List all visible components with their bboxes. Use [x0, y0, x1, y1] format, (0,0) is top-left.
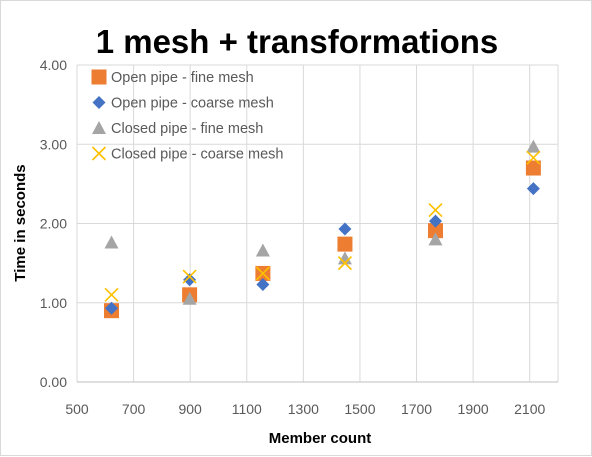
- series-2: [105, 182, 540, 315]
- data-point: [525, 160, 541, 176]
- legend-item: Closed pipe - coarse mesh: [91, 146, 283, 163]
- legend-label: Open pipe - coarse mesh: [111, 96, 274, 112]
- data-point: [526, 150, 541, 165]
- y-tick-label: 4.00: [40, 57, 67, 73]
- x-tick-label: 1900: [458, 401, 489, 417]
- data-point: [427, 223, 443, 239]
- data-point: [526, 182, 540, 196]
- series-1: [104, 160, 541, 319]
- series-4: [104, 150, 541, 302]
- y-tick-label: 3.00: [40, 136, 67, 152]
- data-point: [183, 273, 197, 287]
- tick-labels: 0.00 1.00 2.00 3.00 4.00 500 700 900 1100 1300 150…: [40, 57, 546, 417]
- x-marker-stroke: [337, 256, 353, 271]
- x-tick-label: 900: [178, 401, 202, 417]
- x-tick-label: 2100: [514, 401, 545, 417]
- data-point: [182, 269, 197, 284]
- data-point: [338, 222, 352, 236]
- data-point: [182, 291, 197, 305]
- legend-item: Closed pipe - fine mesh: [92, 121, 263, 137]
- legend-marker: [91, 146, 107, 161]
- x-marker-stroke: [182, 269, 197, 284]
- y-tick-label: 0.00: [40, 374, 67, 390]
- x-tick-label: 700: [122, 401, 146, 417]
- x-marker-stroke: [255, 266, 270, 281]
- x-tick-label: 1300: [288, 401, 319, 417]
- data-point: [337, 251, 352, 265]
- data-point: [337, 236, 353, 252]
- legend-marker: [92, 96, 106, 109]
- x-marker-stroke: [526, 150, 541, 165]
- x-tick-label: 1100: [232, 401, 262, 417]
- data-points: [104, 139, 541, 319]
- series-3: [104, 139, 541, 305]
- x-tick-label: 1500: [344, 401, 375, 417]
- legend-label: Closed pipe - fine mesh: [111, 121, 263, 137]
- data-point: [337, 256, 353, 271]
- legend-marker: [91, 69, 107, 85]
- legend-item: Open pipe - fine mesh: [91, 69, 254, 86]
- x-tick-label: 1700: [401, 401, 432, 417]
- y-tick-label: 1.00: [40, 295, 67, 311]
- data-point: [428, 202, 443, 218]
- gridlines: [76, 64, 559, 382]
- legend-marker: [92, 121, 106, 134]
- data-point: [428, 214, 442, 228]
- legend-item: Open pipe - coarse mesh: [92, 96, 274, 112]
- y-tick-label: 2.00: [40, 216, 67, 232]
- x-axis-title: Member count: [269, 430, 372, 447]
- legend: Open pipe - fine mesh Open pipe - coarse …: [91, 69, 283, 163]
- chart-title: 1 mesh + transformations: [96, 23, 499, 60]
- legend-label: Closed pipe - coarse mesh: [111, 147, 283, 163]
- data-point: [104, 235, 119, 249]
- x-tick-label: 500: [65, 401, 89, 417]
- data-point: [526, 139, 541, 153]
- x-marker-stroke: [428, 202, 443, 218]
- data-point: [255, 266, 270, 281]
- data-point: [104, 287, 119, 302]
- y-axis-title: Time in seconds: [12, 164, 29, 281]
- data-point: [428, 232, 443, 246]
- x-marker-stroke: [91, 146, 107, 161]
- data-point: [105, 301, 119, 315]
- data-point: [256, 278, 270, 292]
- data-point: [255, 243, 270, 257]
- legend-label: Open pipe - fine mesh: [111, 70, 254, 86]
- x-marker-stroke: [104, 287, 119, 302]
